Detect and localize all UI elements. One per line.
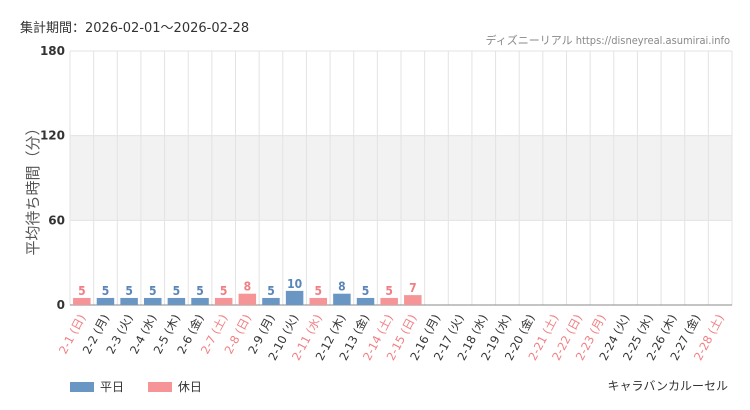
bar-value-label: 5 — [362, 284, 370, 298]
y-tick-label: 180 — [40, 44, 65, 58]
bar-value-label: 5 — [196, 284, 204, 298]
legend-weekday[interactable]: 平日 — [70, 378, 124, 395]
bar — [73, 297, 91, 305]
bar — [191, 297, 209, 305]
bar — [262, 297, 280, 305]
legend-holiday-label: 休日 — [177, 380, 202, 394]
weekday-swatch — [70, 381, 94, 392]
bar-value-label: 5 — [78, 284, 86, 298]
bar-value-label: 10 — [287, 277, 302, 291]
legend-holiday[interactable]: 休日 — [147, 378, 202, 395]
bar — [333, 293, 351, 305]
bar-value-label: 5 — [102, 284, 110, 298]
site-credit: ディズニーリアル https://disneyreal.asumirai.inf… — [485, 34, 730, 47]
legend-weekday-label: 平日 — [100, 380, 125, 394]
bar — [144, 297, 162, 305]
bar-value-label: 5 — [385, 284, 393, 298]
y-axis-label: 平均待ち時間（分） — [24, 120, 42, 255]
y-tick-label: 120 — [40, 129, 65, 143]
bar-value-label: 5 — [149, 284, 157, 298]
bar — [309, 297, 327, 305]
legend: 平日 休日 — [70, 378, 222, 395]
bar — [404, 295, 422, 305]
bar — [96, 297, 115, 305]
bar-value-label: 5 — [173, 284, 181, 298]
bar-value-label: 5 — [267, 284, 275, 298]
bar-value-label: 8 — [244, 280, 252, 294]
bar-value-label: 7 — [409, 281, 417, 295]
y-tick-label: 60 — [48, 213, 65, 227]
bar — [380, 297, 398, 305]
holiday-swatch — [147, 381, 172, 392]
bar — [120, 297, 138, 305]
attraction-name: キャラバンカルーセル — [607, 379, 728, 393]
bar-value-label: 5 — [125, 284, 133, 298]
bar-value-label: 8 — [338, 280, 346, 294]
bar — [214, 297, 233, 305]
bar-value-label: 5 — [220, 284, 228, 298]
bar — [285, 290, 304, 305]
bar — [167, 297, 186, 305]
bar — [238, 293, 257, 305]
bar — [356, 297, 375, 305]
bar-value-label: 5 — [314, 284, 322, 298]
collection-period: 集計期間：2026-02-01～2026-02-28 — [20, 21, 250, 36]
y-tick-label: 0 — [57, 298, 65, 312]
